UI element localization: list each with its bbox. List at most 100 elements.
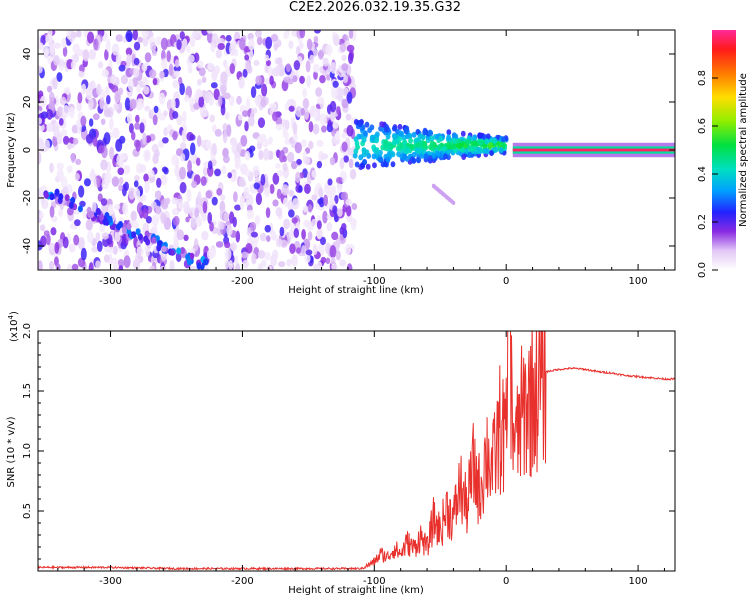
noise-speckle	[168, 63, 174, 77]
noise-speckle	[179, 82, 185, 96]
noise-speckle	[79, 64, 85, 73]
noise-speckle	[211, 68, 218, 82]
noise-speckle	[224, 241, 231, 249]
noise-speckle	[176, 229, 185, 241]
chirp-point	[121, 227, 127, 235]
noise-speckle	[222, 130, 228, 144]
noise-speckle	[66, 263, 73, 270]
noise-speckle	[160, 37, 168, 51]
noise-speckle	[93, 38, 99, 51]
noise-speckle	[77, 92, 83, 104]
noise-speckle	[326, 222, 333, 232]
band-point	[399, 131, 405, 138]
chirp-point	[54, 188, 60, 196]
noise-speckle	[187, 54, 195, 64]
band-point	[360, 124, 366, 131]
noise-speckle	[300, 107, 306, 116]
noise-speckle	[95, 232, 101, 241]
chirp-point	[189, 252, 195, 260]
band-point	[404, 133, 410, 140]
noise-speckle	[277, 56, 283, 66]
chirp-point	[151, 236, 157, 244]
noise-speckle	[39, 224, 46, 232]
noise-speckle	[313, 35, 319, 43]
noise-speckle	[77, 123, 82, 135]
noise-speckle	[189, 142, 196, 156]
noise-speckle	[99, 224, 106, 233]
noise-speckle	[322, 210, 328, 224]
noise-speckle	[296, 247, 301, 254]
noise-speckle	[241, 251, 249, 259]
noise-speckle	[283, 197, 289, 207]
noise-speckle	[211, 33, 219, 47]
noise-speckle	[254, 30, 262, 38]
noise-speckle	[303, 156, 311, 166]
noise-speckle	[327, 178, 333, 186]
noise-speckle	[311, 194, 318, 201]
noise-speckle	[174, 70, 181, 78]
noise-speckle	[158, 92, 166, 105]
noise-speckle	[133, 180, 139, 188]
noise-speckle	[56, 168, 64, 182]
noise-speckle	[62, 135, 70, 145]
noise-speckle	[283, 218, 290, 230]
noise-speckle	[39, 211, 44, 220]
noise-speckle	[261, 138, 270, 148]
noise-speckle	[163, 167, 169, 175]
noise-speckle	[336, 105, 341, 115]
colorbar-tick-label: 0.8	[697, 70, 708, 86]
noise-speckle	[38, 138, 45, 151]
noise-speckle	[301, 229, 306, 240]
spectrogram-xtick-label: -100	[363, 276, 386, 287]
noise-speckle	[270, 34, 279, 42]
noise-speckle	[266, 235, 271, 243]
noise-speckle	[214, 168, 221, 177]
spectrogram-xtick-label: 100	[629, 276, 648, 287]
noise-speckle	[137, 36, 143, 43]
noise-speckle	[132, 77, 139, 87]
noise-speckle	[341, 87, 349, 97]
noise-speckle	[52, 77, 58, 90]
noise-speckle	[316, 220, 322, 230]
noise-speckle	[183, 234, 189, 242]
noise-speckle	[135, 139, 141, 152]
noise-speckle	[145, 216, 153, 224]
noise-speckle	[344, 243, 352, 256]
noise-speckle	[330, 61, 337, 74]
band-point	[373, 148, 379, 155]
noise-speckle	[100, 159, 108, 171]
spectrogram-ytick-label: 0	[22, 147, 33, 153]
band-point	[384, 124, 390, 131]
noise-speckle	[248, 38, 255, 51]
chirp-point	[135, 228, 141, 236]
noise-speckle	[346, 91, 353, 104]
noise-speckle	[70, 60, 76, 70]
noise-speckle	[291, 254, 298, 267]
noise-speckle	[141, 63, 148, 72]
noise-speckle	[335, 130, 341, 141]
noise-speckle	[233, 191, 238, 203]
noise-speckle	[81, 83, 87, 95]
noise-speckle	[38, 151, 42, 165]
noise-speckle	[123, 255, 131, 268]
noise-speckle	[299, 42, 304, 49]
noise-speckle	[313, 70, 318, 80]
noise-speckle	[71, 124, 79, 134]
noise-speckle	[320, 153, 329, 160]
noise-speckle	[171, 208, 178, 216]
band-point	[353, 118, 359, 125]
noise-speckle	[269, 75, 274, 86]
band-point	[417, 133, 423, 140]
noise-speckle	[256, 36, 263, 46]
chirp-point	[169, 248, 175, 256]
noise-speckle	[220, 194, 226, 201]
noise-speckle	[223, 212, 230, 222]
spectrogram-ytick-label: 40	[22, 48, 33, 61]
snr-multiplier-base: (x10	[9, 319, 20, 342]
band-point	[408, 137, 413, 144]
noise-speckle	[96, 174, 101, 188]
band-point	[452, 138, 458, 145]
noise-speckle	[268, 136, 273, 145]
noise-speckle	[315, 87, 323, 97]
noise-speckle	[88, 48, 97, 60]
